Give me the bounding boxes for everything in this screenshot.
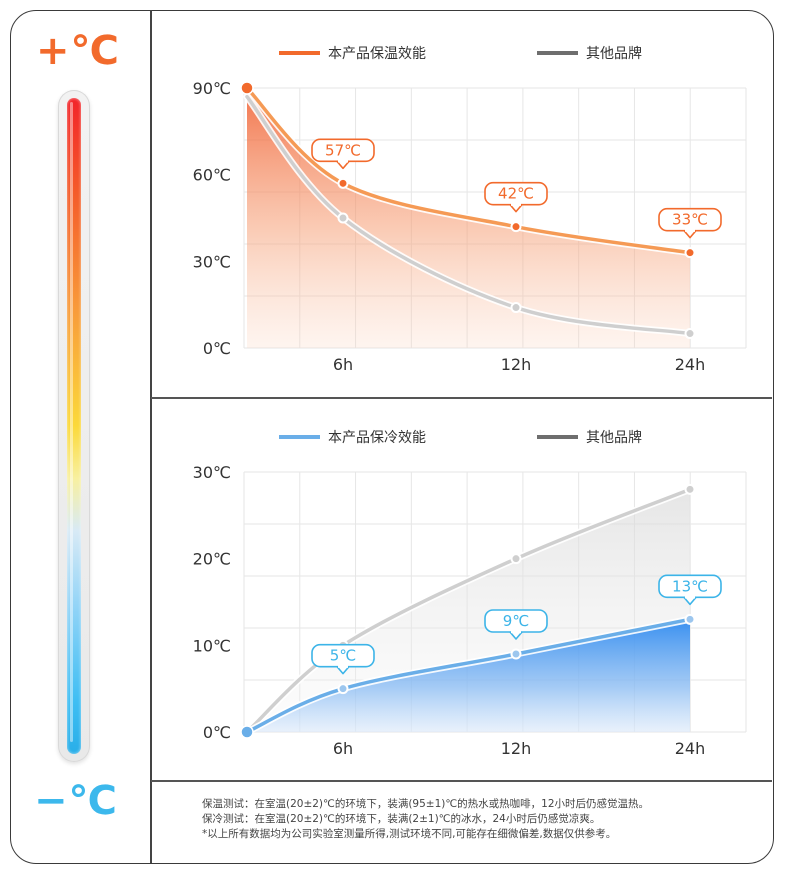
callout-label: 57℃: [325, 141, 361, 159]
callout-tail: [683, 230, 697, 239]
product-area: [247, 619, 690, 732]
thermometer-gradient: [67, 98, 81, 754]
data-callout: 33℃: [658, 207, 722, 239]
legend-label-other: 其他品牌: [586, 429, 642, 446]
x-tick-label: 24h: [675, 355, 706, 374]
other-brand-area: [247, 96, 690, 349]
product-point: [684, 247, 696, 259]
other-brand-point: [684, 483, 696, 495]
callout-label: 9℃: [503, 612, 529, 630]
x-tick-label: 12h: [501, 739, 532, 758]
thermometer-shine: [70, 102, 73, 742]
product-line: [245, 86, 692, 255]
callout-tail: [509, 631, 523, 640]
note-line: 保温测试：在室温(20±2)℃的环境下，装满(95±1)℃的热水或热咖啡，12小…: [202, 798, 650, 810]
callout-tail: [509, 204, 523, 213]
callout-label: 33℃: [672, 211, 708, 229]
other-brand-line: [245, 487, 692, 734]
legend: 本产品保冷效能 其他品牌: [279, 429, 642, 446]
legend-label-product: 本产品保温效能: [328, 46, 426, 62]
hot-temperature-label: +℃: [36, 28, 120, 74]
y-tick-label: 10℃: [193, 636, 231, 655]
start-point: [240, 81, 254, 95]
x-tick-label: 6h: [333, 739, 353, 758]
product-point: [337, 177, 349, 189]
callout-tail: [336, 160, 350, 170]
heat-retention-chart: 57℃ 42℃ 33℃ 90℃ 60℃ 30℃ 0℃ 6h 12h 24h 本产品保温效能 其他品牌: [193, 45, 747, 374]
y-tick-label: 30℃: [193, 463, 231, 482]
cold-temperature-label: −℃: [34, 778, 118, 824]
data-callout: 13℃: [658, 574, 722, 606]
callout-label: 5℃: [330, 647, 356, 665]
y-tick-label: 60℃: [193, 166, 231, 185]
legend-label-product: 本产品保冷效能: [328, 430, 426, 446]
x-tick-label: 24h: [675, 739, 706, 758]
thermometer-icon: [58, 90, 90, 762]
y-tick-label: 0℃: [203, 339, 231, 358]
other-brand-point: [684, 328, 696, 340]
y-tick-label: 20℃: [193, 550, 231, 569]
callout-tail: [336, 666, 350, 675]
x-tick-label: 6h: [333, 355, 353, 374]
start-point: [240, 725, 254, 739]
product-point: [684, 613, 696, 625]
note-line: 保冷测试：在室温(20±2)℃的环境下，装满(2±1)℃的冰水，24小时后仍感觉…: [202, 813, 601, 825]
other-brand-point: [510, 553, 522, 565]
product-point: [510, 648, 522, 660]
data-callout: 5℃: [311, 643, 375, 675]
other-brand-line: [245, 94, 692, 336]
callout-label: 42℃: [498, 185, 534, 203]
note-line: *以上所有数据均为公司实验室测量所得,测试环境不同,可能存在细微偏差,数据仅供参…: [202, 828, 617, 840]
vertical-divider: [150, 10, 152, 863]
callout-tail: [683, 596, 697, 606]
notes-divider: [151, 780, 772, 782]
legend: 本产品保温效能 其他品牌: [279, 45, 642, 62]
cold-retention-chart: 5℃ 9℃ 13℃ 30℃ 20℃ 10℃ 0℃ 6h 12h 24h 本产品保冷效能 其他品牌: [193, 429, 747, 758]
other-brand-point: [337, 212, 349, 224]
callout-label: 13℃: [672, 577, 708, 595]
y-tick-label: 90℃: [193, 79, 231, 98]
product-line: [245, 617, 692, 734]
y-tick-label: 0℃: [203, 723, 231, 742]
y-tick-label: 30℃: [193, 252, 231, 271]
data-callout: 57℃: [311, 138, 375, 170]
product-point: [337, 683, 349, 695]
data-callout: 9℃: [484, 609, 548, 640]
product-point: [510, 221, 522, 233]
data-callout: 42℃: [484, 181, 548, 213]
test-notes: 保温测试：在室温(20±2)℃的环境下，装满(95±1)℃的热水或热咖啡，12小…: [202, 797, 762, 842]
x-tick-label: 12h: [501, 355, 532, 374]
legend-label-other: 其他品牌: [586, 45, 642, 62]
other-brand-point: [510, 302, 522, 314]
chart-divider: [151, 397, 772, 399]
